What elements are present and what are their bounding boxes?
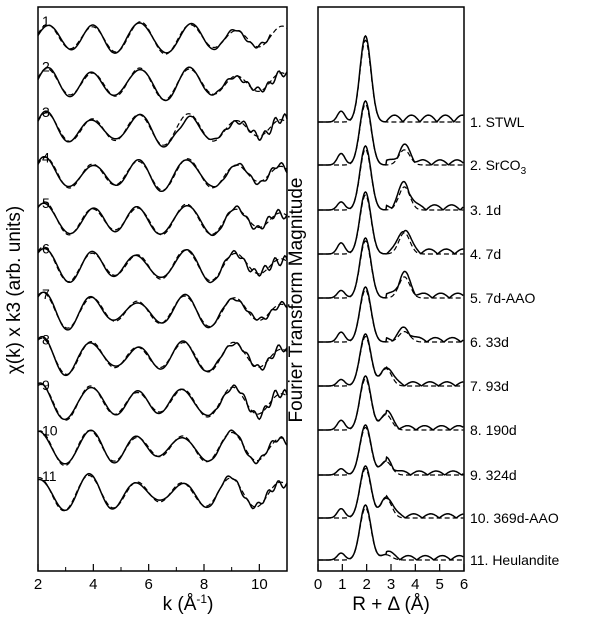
right-spectrum-6-data	[318, 286, 464, 343]
left-x-tick-label: 10	[251, 576, 268, 593]
left-spectrum-2-data	[37, 66, 288, 102]
right-x-tick-label: 5	[435, 576, 443, 593]
left-spectrum-number: 10	[42, 423, 58, 439]
left-spectrum-number: 1	[42, 13, 50, 29]
left-spectrum-4-data	[37, 155, 288, 193]
right-x-tick-label: 4	[411, 576, 419, 593]
right-x-tick-label: 3	[387, 576, 395, 593]
left-spectrum-numbers: 1 2 3 4 5 6 7 8 9 10 11	[42, 13, 58, 484]
right-spectrum-9-fit	[318, 426, 464, 476]
left-x-tick-label: 8	[200, 576, 208, 593]
left-spectrum-5-fit	[37, 201, 288, 236]
right-x-tick-label: 2	[362, 576, 370, 593]
left-y-axis-label: χ(k) x k3 (arb. units)	[4, 206, 25, 374]
right-y-axis-label: Fourier Transform Magnitude	[286, 178, 307, 423]
right-spectrum-11-data	[318, 504, 464, 561]
right-spectrum-1-fit	[318, 39, 464, 123]
right-spectrum-2-data	[318, 100, 464, 166]
right-spectrum-7-fit	[318, 335, 464, 387]
right-spectrum-8-data	[318, 375, 464, 431]
right-x-axis-label: R + Δ (Å)	[352, 594, 430, 615]
left-x-tick-label: 2	[34, 576, 42, 593]
left-x-axis-label: k (Å-1)	[163, 592, 214, 615]
right-x-tick-label: 0	[314, 576, 322, 593]
left-spectrum-6-fit	[37, 246, 288, 283]
right-spectrum-5-fit	[318, 240, 464, 299]
left-spectrum-3-data	[37, 110, 288, 148]
left-spectrum-number: 7	[42, 286, 50, 302]
right-spectrum-2-fit	[318, 103, 464, 166]
left-spectrum-9-fit	[37, 383, 288, 421]
right-spectrum-10-data	[318, 465, 464, 519]
left-spectrum-7-data	[37, 291, 288, 331]
right-x-tick-label: 1	[338, 576, 346, 593]
sample-label: 8. 190d	[470, 422, 517, 438]
right-spectrum-4-fit	[318, 194, 464, 255]
right-spectrum-4-data	[318, 191, 464, 256]
right-spectrum-10-fit	[318, 467, 464, 519]
sample-label: 9. 324d	[470, 467, 517, 483]
left-spectrum-9-data	[37, 382, 288, 421]
left-spectra	[37, 21, 288, 512]
left-spectrum-6-data	[37, 247, 288, 284]
right-spectrum-6-fit	[318, 288, 464, 343]
left-spectrum-10-data	[37, 429, 288, 465]
right-spectrum-9-data	[318, 424, 464, 476]
sample-label: 1. STWL	[470, 114, 525, 130]
left-spectrum-8-fit	[37, 337, 288, 376]
left-x-tick-label: 4	[89, 576, 97, 593]
left-spectrum-7-fit	[37, 291, 288, 329]
sample-label: 11. Heulandite	[470, 552, 559, 568]
left-plot-frame	[37, 6, 288, 572]
left-spectrum-11-data	[37, 472, 288, 512]
left-spectrum-11-fit	[37, 474, 288, 512]
sample-label: 6. 33d	[470, 334, 509, 350]
left-spectrum-number: 8	[42, 332, 50, 348]
right-plot-frame	[317, 6, 465, 572]
right-spectrum-3-data	[318, 145, 464, 211]
left-spectrum-number: 3	[42, 104, 50, 120]
sample-label: 4. 7d	[470, 246, 501, 262]
left-spectrum-8-data	[37, 335, 288, 377]
right-spectrum-11-fit	[318, 506, 464, 561]
left-spectrum-number: 11	[42, 468, 57, 484]
left-spectrum-5-data	[37, 202, 288, 237]
left-x-tick-label: 6	[144, 576, 152, 593]
left-spectrum-1-fit	[37, 21, 288, 55]
sample-label: 10. 369d-AAO	[470, 510, 559, 526]
left-spectrum-number: 4	[42, 150, 50, 166]
right-spectrum-5-data	[318, 237, 464, 299]
left-x-ticks: 2 4 6 8 10	[34, 564, 268, 593]
right-sample-labels: 1. STWL 2. SrCO3 3. 1d 4. 7d 5. 7d-AAO 6. 33d…	[470, 114, 559, 568]
left-spectrum-number: 6	[42, 241, 50, 257]
left-spectrum-number: 9	[42, 377, 50, 393]
right-x-tick-label: 6	[460, 576, 468, 593]
left-spectrum-3-fit	[37, 112, 288, 146]
right-spectrum-1-data	[318, 34, 464, 124]
sample-label: 7. 93d	[470, 378, 509, 394]
right-spectrum-3-fit	[318, 148, 464, 211]
right-spectrum-7-data	[318, 333, 464, 387]
left-spectrum-10-fit	[37, 429, 288, 467]
left-spectrum-number: 5	[42, 195, 50, 211]
sample-label: 2. SrCO3	[470, 157, 527, 177]
left-spectrum-4-fit	[37, 156, 288, 191]
left-spectrum-number: 2	[42, 59, 50, 75]
sample-label: 5. 7d-AAO	[470, 290, 535, 306]
right-spectra	[318, 34, 464, 561]
sample-label: 3. 1d	[470, 202, 501, 218]
right-spectrum-8-fit	[318, 378, 464, 431]
left-spectrum-2-fit	[37, 67, 288, 101]
